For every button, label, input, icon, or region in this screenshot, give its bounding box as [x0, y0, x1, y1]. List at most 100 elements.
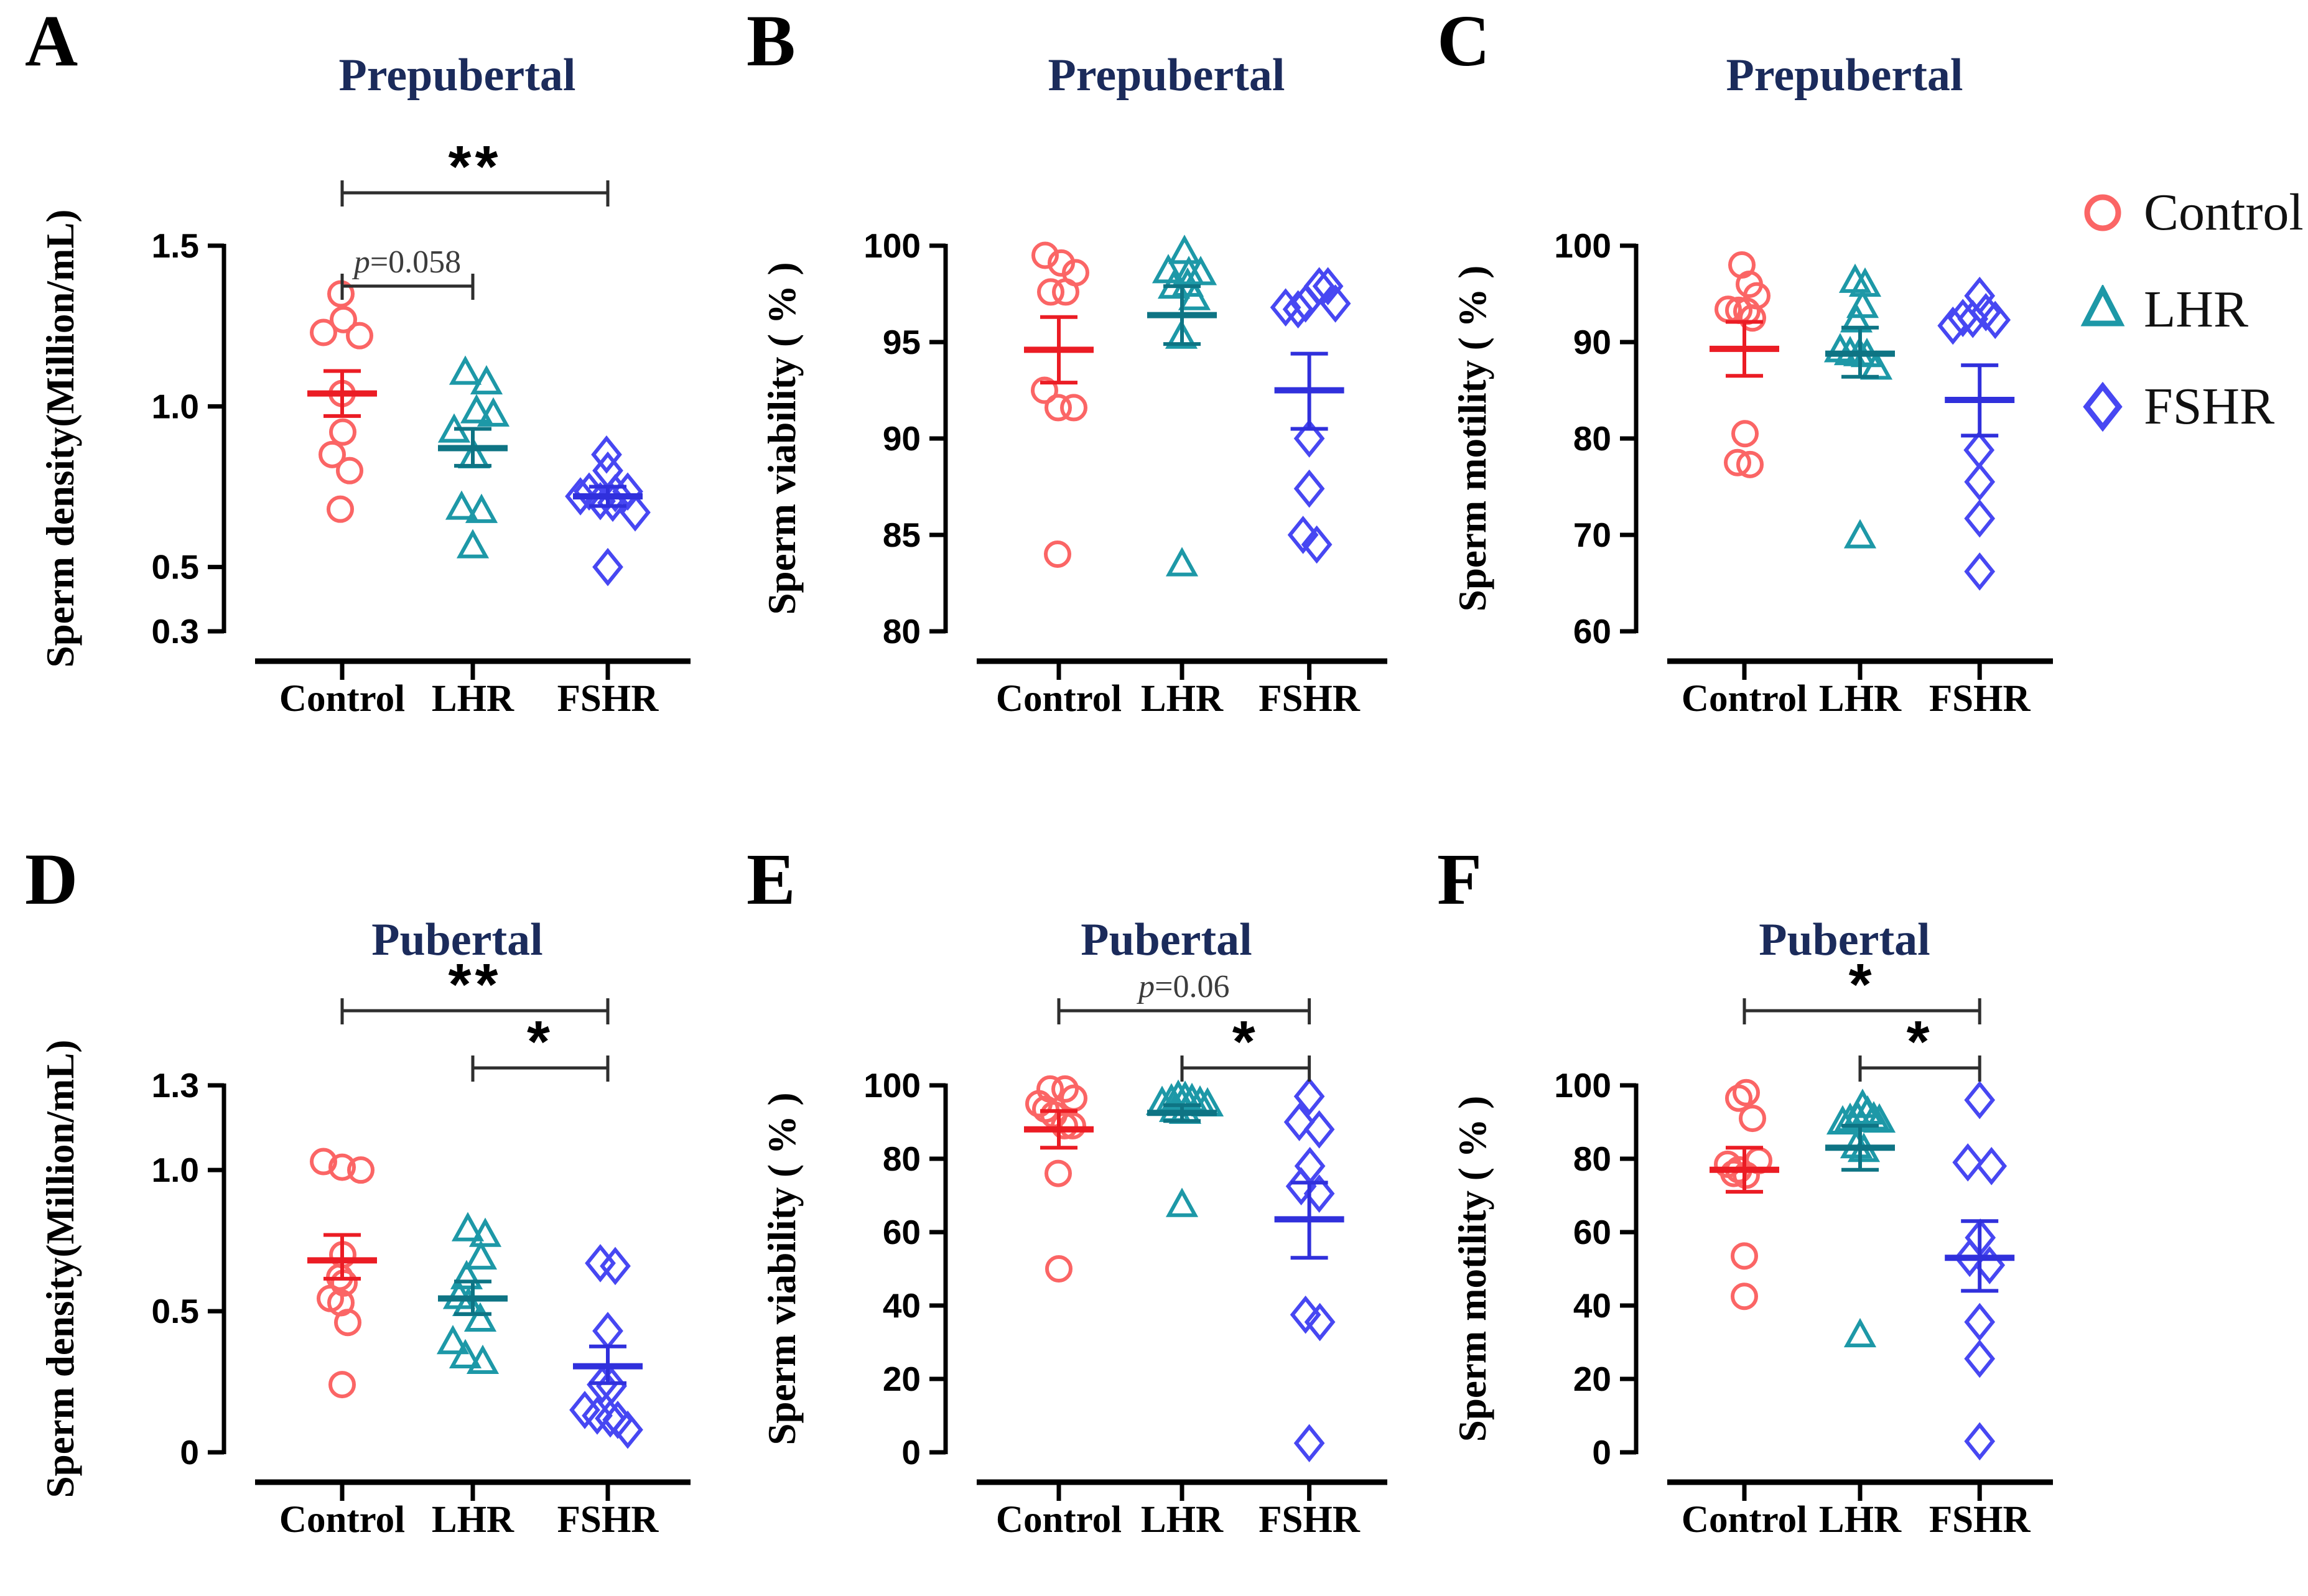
y-tick-label: 80: [1573, 419, 1611, 458]
mean-sem-control: [1710, 320, 1779, 378]
series-control: [1031, 241, 1089, 568]
panel-c-title: Prepubertal: [1726, 50, 1963, 101]
y-tick-label: 1.0: [152, 387, 199, 425]
series-fshr: [1283, 1077, 1336, 1463]
y-axis: 0.3 0.5 1.0 1.5 Sperm density(Million/mL): [39, 210, 226, 668]
series-lhr: [436, 1212, 502, 1375]
series-fshr: [565, 435, 651, 587]
y-axis-title: Sperm motility ( % ): [1451, 266, 1494, 611]
mean-sem-fshr: [1274, 351, 1344, 431]
panel-d: D Pubertal 0 0.5 1.0 1.3 Sperm density(Milli…: [19, 824, 728, 1593]
significance-stars: *: [527, 1009, 554, 1075]
panel-b: B Prepubertal 80 85 90 95 100 Sperm viability…: [740, 4, 1425, 781]
mean-sem-control: [307, 369, 377, 418]
panel-c-letter: C: [1437, 0, 1491, 81]
y-axis: 0 20 40 60 80 100 Sperm viability ( % ): [760, 1066, 948, 1472]
mean-sem-lhr: [1147, 284, 1217, 346]
plot-c-sperm-motility-prepubertal: 60 70 80 90 100 Sperm motility ( % ) Control LH…: [1451, 226, 2053, 720]
significance-bracket: *: [471, 1009, 610, 1082]
panel-f-title: Pubertal: [1759, 914, 1930, 965]
legend-label-control: Control: [2144, 183, 2304, 241]
y-tick-label: 90: [1573, 323, 1611, 361]
series-lhr: [1823, 263, 1893, 549]
p-value-label: p=0.06: [1136, 969, 1229, 1004]
y-axis-title: Sperm viability ( % ): [760, 1093, 804, 1445]
series-lhr: [1152, 234, 1217, 577]
y-tick-label: 60: [883, 1213, 921, 1251]
panel-a-title: Prepubertal: [338, 50, 576, 101]
plot-d-sperm-density-pubertal: 0 0.5 1.0 1.3 Sperm density(Million/mL) Contr…: [39, 952, 691, 1541]
panel-a-letter: A: [25, 0, 78, 81]
x-category-label: LHR: [432, 1499, 514, 1541]
y-tick-label: 0.5: [152, 548, 199, 587]
y-tick-label: 60: [1573, 1213, 1611, 1251]
y-axis-title: Sperm density(Million/mL): [39, 210, 82, 668]
y-tick-label: 0.5: [152, 1292, 199, 1330]
panel-d-letter: D: [25, 838, 78, 920]
x-category-label: LHR: [1819, 1499, 1902, 1541]
plot-a-sperm-density-prepubertal: 0.3 0.5 1.0 1.5 Sperm density(Million/mL) Con…: [39, 134, 691, 720]
legend-label-lhr: LHR: [2144, 281, 2248, 338]
x-category-label: FSHR: [1259, 1499, 1361, 1541]
x-category-label: LHR: [1819, 678, 1902, 720]
significance-stars: **: [449, 134, 502, 200]
plot-e-sperm-viability-pubertal: 0 20 40 60 80 100 Sperm viability ( % ) Control…: [760, 969, 1387, 1541]
mean-sem-lhr: [438, 427, 508, 468]
x-axis: Control LHR FSHR: [977, 658, 1387, 720]
panel-b-letter: B: [747, 0, 796, 81]
panel-e-title: Pubertal: [1081, 914, 1252, 965]
significance-bracket: *: [1858, 1009, 1981, 1082]
y-tick-label: 0.3: [152, 612, 199, 651]
y-tick-label: 100: [863, 1066, 921, 1105]
legend-item-control: Control: [2078, 187, 2308, 239]
panel-d-title: Pubertal: [371, 914, 543, 965]
series-control: [310, 1148, 375, 1399]
panel-e: E Pubertal 0 20 40 60 80 100 Sperm viability (…: [740, 824, 1425, 1593]
y-tick-label: 80: [883, 612, 921, 651]
control-circle-icon: [2084, 194, 2121, 231]
series-fshr: [1937, 276, 2011, 591]
legend-item-fshr: FSHR: [2078, 381, 2308, 433]
x-category-label: Control: [1682, 678, 1807, 720]
mean-sem-control: [1024, 315, 1094, 385]
y-tick-label: 80: [883, 1139, 921, 1178]
mean-sem-lhr: [1825, 1123, 1895, 1172]
mean-sem-fshr: [573, 485, 643, 508]
x-axis: Control LHR FSHR: [977, 1479, 1387, 1541]
lhr-triangle-icon: [2080, 285, 2125, 327]
series-control: [1714, 1079, 1772, 1311]
legend-label-fshr: FSHR: [2144, 378, 2275, 435]
legend-marker-shape: [2084, 194, 2121, 231]
x-category-label: FSHR: [557, 678, 659, 720]
x-category-label: Control: [279, 678, 405, 720]
y-axis: 0 20 40 60 80 100 Sperm motility ( % ): [1451, 1066, 1639, 1472]
mean-sem-fshr: [1274, 1181, 1344, 1260]
significance-bracket: p=0.058: [340, 244, 475, 300]
mean-sem-control: [1710, 1146, 1779, 1194]
y-tick-label: 0: [180, 1433, 199, 1472]
panel-a: A Prepubertal 0.3 0.5 1.0 1.5 Sperm density(…: [19, 4, 728, 781]
y-tick-label: 100: [1554, 226, 1611, 265]
significance-bracket: *: [1743, 952, 1981, 1024]
series-control: [1025, 1075, 1087, 1283]
mean-sem-lhr: [1147, 1103, 1217, 1123]
series-lhr: [1145, 1079, 1224, 1217]
series-fshr: [1270, 267, 1351, 564]
significance-stars: **: [449, 952, 502, 1018]
x-category-label: LHR: [1141, 1499, 1224, 1541]
plot-b-sperm-viability-prepubertal: 80 85 90 95 100 Sperm viability ( % ) Control L…: [760, 226, 1387, 720]
series-fshr: [569, 1244, 643, 1449]
x-category-label: FSHR: [1929, 1499, 2031, 1541]
mean-sem-control: [307, 1233, 377, 1281]
y-axis: 60 70 80 90 100 Sperm motility ( % ): [1451, 226, 1639, 651]
y-axis-title: Sperm density(Million/mL): [39, 1040, 82, 1498]
legend: Control LHR FSHR: [2078, 187, 2308, 433]
legend-item-lhr: LHR: [2078, 284, 2308, 336]
significance-stars: *: [1232, 1009, 1259, 1075]
x-category-label: FSHR: [1259, 678, 1361, 720]
panel-c: C Prepubertal 60 70 80 90 100 Sperm motility …: [1431, 4, 2090, 781]
mean-sem-control: [1024, 1109, 1094, 1150]
x-axis: Control LHR FSHR: [255, 1479, 691, 1541]
y-axis: 80 85 90 95 100 Sperm viability ( % ): [760, 226, 948, 651]
y-axis-title: Sperm viability ( % ): [760, 262, 804, 615]
